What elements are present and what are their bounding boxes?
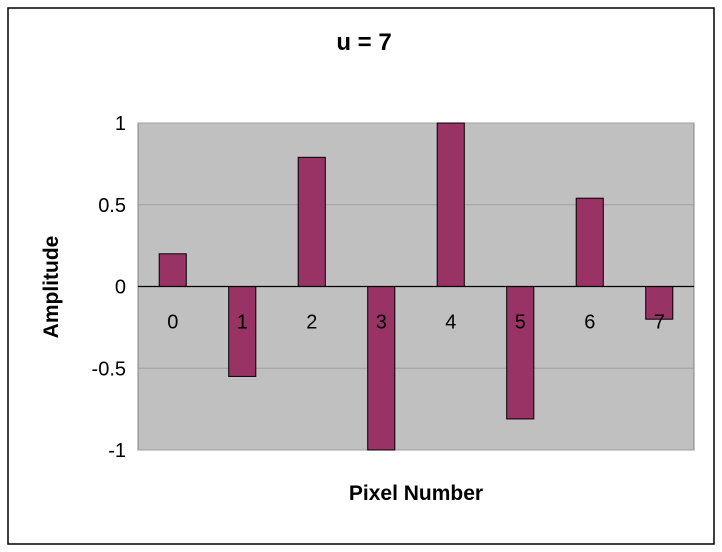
chart-title: u = 7 xyxy=(336,29,391,56)
y-axis-title: Amplitude xyxy=(40,236,63,339)
y-tick-label: 0.5 xyxy=(98,195,126,217)
x-tick-label: 7 xyxy=(654,312,665,334)
x-tick-label: 1 xyxy=(237,312,248,334)
bar xyxy=(645,286,674,320)
x-tick-label: 4 xyxy=(445,312,456,334)
x-tick-label: 6 xyxy=(584,312,595,334)
x-tick-label: 2 xyxy=(306,312,317,334)
y-tick-label: -1 xyxy=(108,440,126,462)
y-tick-labels: 1 0.5 0 -0.5 -1 xyxy=(92,113,126,462)
x-tick-labels: 0 1 2 3 4 5 6 7 xyxy=(167,312,665,334)
x-tick-label: 0 xyxy=(167,312,178,334)
y-tick-label: 1 xyxy=(115,113,126,135)
bar xyxy=(575,197,604,288)
y-tick-label: -0.5 xyxy=(92,358,126,380)
x-axis-title: Pixel Number xyxy=(349,482,483,505)
bars xyxy=(158,122,674,451)
y-tick-label: 0 xyxy=(115,277,126,299)
bar xyxy=(297,156,326,287)
bar xyxy=(506,286,535,420)
x-tick-label: 3 xyxy=(376,312,387,334)
x-tick-label: 5 xyxy=(515,312,526,334)
plot-area: 0 1 2 3 4 5 6 7 xyxy=(137,122,695,451)
bar xyxy=(436,122,465,287)
bar xyxy=(158,253,187,288)
